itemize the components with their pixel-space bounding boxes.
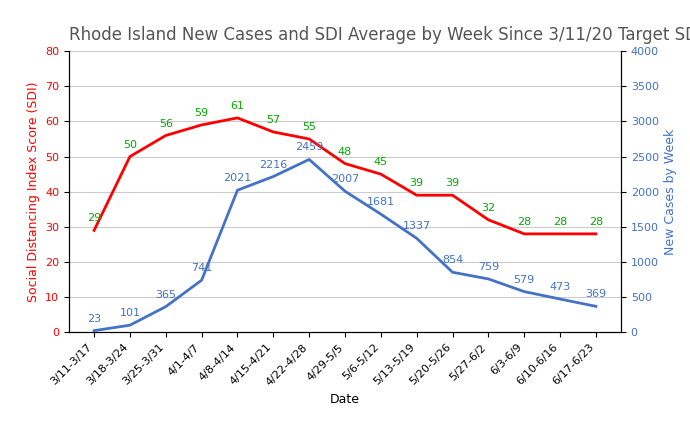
Text: 28: 28 <box>553 217 567 227</box>
Text: 369: 369 <box>585 289 607 299</box>
Text: 2021: 2021 <box>224 173 252 183</box>
Text: 1337: 1337 <box>403 222 431 231</box>
Text: 59: 59 <box>195 108 208 118</box>
Text: 39: 39 <box>410 178 424 188</box>
Text: 101: 101 <box>119 308 141 318</box>
Text: 29: 29 <box>87 213 101 223</box>
X-axis label: Date: Date <box>330 393 360 406</box>
Text: 1681: 1681 <box>367 197 395 207</box>
Text: 365: 365 <box>155 290 176 299</box>
Text: 854: 854 <box>442 255 463 265</box>
Text: 50: 50 <box>123 140 137 150</box>
Text: 2459: 2459 <box>295 142 324 153</box>
Text: 32: 32 <box>482 203 495 213</box>
Text: 759: 759 <box>477 262 499 272</box>
Y-axis label: New Cases by Week: New Cases by Week <box>664 129 678 255</box>
Text: 39: 39 <box>446 178 460 188</box>
Text: 61: 61 <box>230 101 244 111</box>
Text: Rhode Island New Cases and SDI Average by Week Since 3/11/20 Target SDI Guess: 3: Rhode Island New Cases and SDI Average b… <box>69 26 690 44</box>
Text: 56: 56 <box>159 118 172 129</box>
Text: 23: 23 <box>87 314 101 324</box>
Text: 473: 473 <box>549 282 571 292</box>
Y-axis label: Social Distancing Index Score (SDI): Social Distancing Index Score (SDI) <box>27 81 39 302</box>
Text: 45: 45 <box>374 157 388 167</box>
Text: 28: 28 <box>517 217 531 227</box>
Text: 2007: 2007 <box>331 174 359 184</box>
Text: 48: 48 <box>338 147 352 157</box>
Text: 2216: 2216 <box>259 160 288 170</box>
Text: 55: 55 <box>302 122 316 132</box>
Text: 579: 579 <box>513 275 535 285</box>
Text: 57: 57 <box>266 115 280 125</box>
Text: 741: 741 <box>191 263 213 273</box>
Text: 28: 28 <box>589 217 603 227</box>
